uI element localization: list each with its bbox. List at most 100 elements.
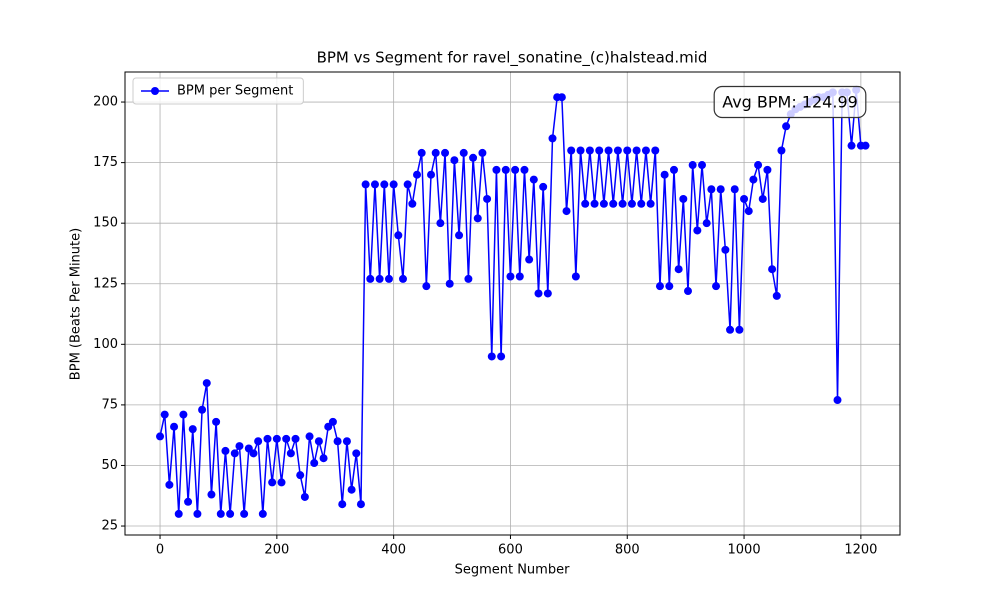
- point: [179, 410, 188, 419]
- chart-title: BPM vs Segment for ravel_sonatine_(c)hal…: [317, 49, 708, 68]
- point: [221, 446, 230, 455]
- point: [356, 500, 365, 509]
- point: [501, 165, 510, 174]
- point: [740, 194, 749, 203]
- point: [202, 379, 211, 388]
- point: [240, 509, 249, 518]
- point: [277, 478, 286, 487]
- annotation-text: Avg BPM: 124.99: [722, 93, 858, 112]
- point: [282, 434, 291, 443]
- point: [604, 146, 613, 155]
- point: [623, 146, 632, 155]
- point: [525, 255, 534, 264]
- point: [497, 352, 506, 361]
- point: [347, 485, 356, 494]
- point: [576, 146, 585, 155]
- x-tick-label: 1200: [844, 543, 877, 558]
- point: [338, 500, 347, 509]
- point: [744, 207, 753, 216]
- point: [669, 165, 678, 174]
- legend-label: BPM per Segment: [177, 84, 293, 99]
- legend-marker: [151, 87, 159, 95]
- point: [464, 274, 473, 283]
- y-tick-label: 25: [101, 519, 118, 534]
- point: [627, 199, 636, 208]
- x-tick-label: 0: [156, 543, 164, 558]
- point: [333, 437, 342, 446]
- point: [730, 185, 739, 194]
- point: [847, 141, 856, 150]
- point: [398, 274, 407, 283]
- point: [370, 180, 379, 189]
- point: [441, 148, 450, 157]
- y-tick-label: 50: [101, 458, 118, 473]
- point: [384, 274, 393, 283]
- point: [450, 156, 459, 165]
- point: [342, 437, 351, 446]
- point: [310, 459, 319, 468]
- x-tick-label: 200: [264, 543, 289, 558]
- point: [511, 165, 520, 174]
- point: [758, 194, 767, 203]
- x-tick-label: 800: [615, 543, 640, 558]
- point: [782, 122, 791, 131]
- x-axis-label: Segment Number: [455, 563, 571, 578]
- point: [403, 180, 412, 189]
- point: [665, 282, 674, 291]
- point: [286, 449, 295, 458]
- point: [609, 199, 618, 208]
- point: [207, 490, 216, 499]
- point: [590, 199, 599, 208]
- point: [165, 480, 174, 489]
- point: [679, 194, 688, 203]
- point: [487, 352, 496, 361]
- point: [389, 180, 398, 189]
- point: [212, 417, 221, 426]
- point: [417, 148, 426, 157]
- plot-frame: [124, 71, 901, 536]
- point: [478, 148, 487, 157]
- point: [328, 417, 337, 426]
- point: [632, 146, 641, 155]
- point: [436, 219, 445, 228]
- x-tick-label: 1000: [728, 543, 761, 558]
- point: [361, 180, 370, 189]
- point: [216, 509, 225, 518]
- point: [188, 425, 197, 434]
- legend-box: [132, 77, 304, 105]
- y-tick-label: 125: [93, 276, 118, 291]
- point: [473, 214, 482, 223]
- point: [548, 134, 557, 143]
- point: [861, 141, 870, 150]
- point: [712, 282, 721, 291]
- point: [754, 161, 763, 170]
- point: [655, 282, 664, 291]
- point: [716, 185, 725, 194]
- point: [735, 325, 744, 334]
- point: [618, 199, 627, 208]
- point: [562, 207, 571, 216]
- point: [557, 93, 566, 102]
- annotation: Avg BPM: 124.99: [713, 85, 867, 119]
- point: [599, 199, 608, 208]
- point: [595, 146, 604, 155]
- point: [314, 437, 323, 446]
- point: [529, 175, 538, 184]
- point: [721, 245, 730, 254]
- point: [777, 146, 786, 155]
- point: [833, 396, 842, 405]
- point: [749, 175, 758, 184]
- point: [520, 165, 529, 174]
- point: [427, 170, 436, 179]
- point: [413, 170, 422, 179]
- point: [296, 471, 305, 480]
- point: [543, 289, 552, 298]
- point: [581, 199, 590, 208]
- point: [198, 405, 207, 414]
- point: [226, 509, 235, 518]
- point: [394, 231, 403, 240]
- point: [184, 497, 193, 506]
- point: [431, 148, 440, 157]
- point: [693, 226, 702, 235]
- point: [445, 279, 454, 288]
